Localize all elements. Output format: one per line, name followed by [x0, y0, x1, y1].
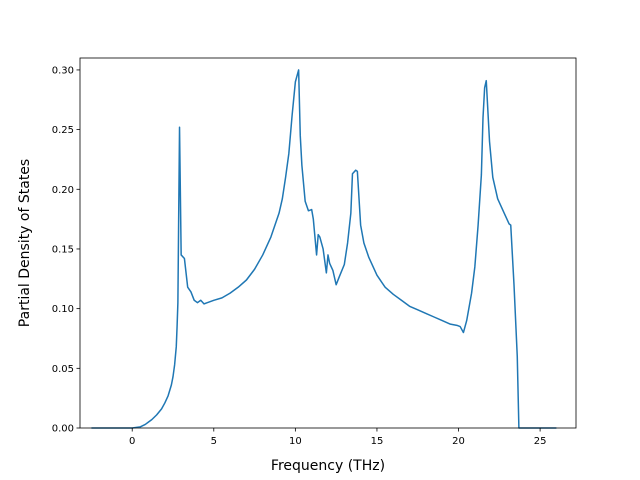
axes-frame [79, 57, 577, 429]
y-tick-label: 0.20 [52, 185, 74, 196]
series-layer [91, 69, 557, 429]
x-tick-label: 25 [534, 436, 547, 447]
y-tick-label: 0.30 [52, 65, 74, 76]
x-tick-label: 5 [211, 436, 217, 447]
x-axis-label: Frequency (THz) [271, 458, 385, 474]
x-tick-label: 15 [371, 436, 384, 447]
y-axis-label: Partial Density of States [17, 159, 33, 327]
y-tick-label: 0.15 [52, 244, 74, 255]
y-tick-label: 0.10 [52, 304, 74, 315]
series-line-0 [91, 69, 557, 429]
x-tick-label: 0 [129, 436, 135, 447]
y-tick-label: 0.05 [52, 364, 74, 375]
x-tick-label: 10 [289, 436, 302, 447]
axes-layer: 0 5 10 15 20 25 0.00 0.05 0.10 0.15 0.20 0.25 0.30 [52, 57, 577, 447]
y-tick-label: 0.25 [52, 125, 74, 136]
y-tick-label: 0.00 [52, 424, 74, 435]
x-tick-label: 20 [452, 436, 465, 447]
